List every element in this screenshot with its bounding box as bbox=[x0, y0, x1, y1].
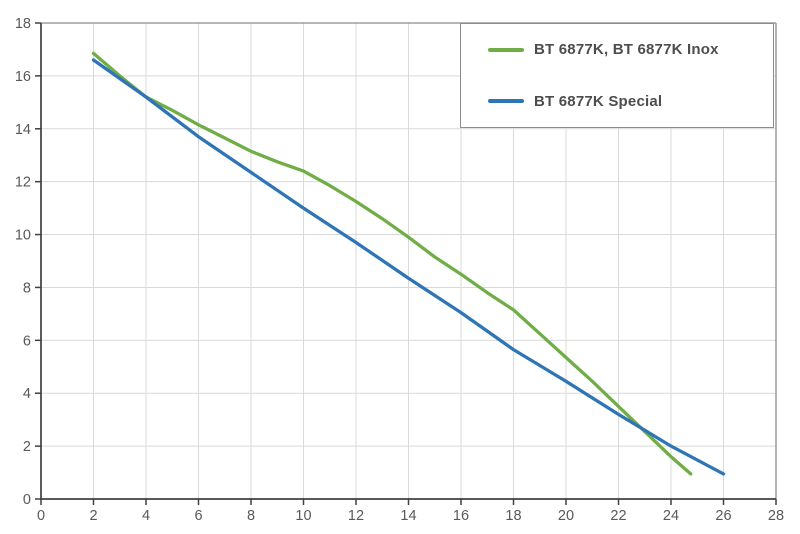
x-tick-label: 16 bbox=[453, 508, 469, 524]
x-tick-label: 8 bbox=[247, 508, 255, 524]
x-tick-label: 24 bbox=[663, 508, 679, 524]
y-tick-label: 18 bbox=[15, 16, 31, 32]
series-line-blue bbox=[91, 58, 726, 476]
x-tick-label: 18 bbox=[505, 508, 521, 524]
x-tick-label: 26 bbox=[715, 508, 731, 524]
x-tick-label: 0 bbox=[37, 508, 45, 524]
y-tick-label: 10 bbox=[15, 228, 31, 244]
legend-line-sample-green bbox=[488, 47, 524, 52]
y-tick-label: 2 bbox=[23, 439, 31, 455]
series-line-green bbox=[91, 51, 693, 476]
x-tick-label: 22 bbox=[610, 508, 626, 524]
y-tick-label: 16 bbox=[15, 69, 31, 85]
x-tick-label: 10 bbox=[295, 508, 311, 524]
y-tick-label: 12 bbox=[15, 175, 31, 191]
y-tick-label: 0 bbox=[23, 492, 31, 508]
legend-item-bt6877k-special: BT 6877K Special bbox=[488, 93, 773, 110]
y-tick-label: 4 bbox=[23, 386, 31, 402]
chart-legend: BT 6877K, BT 6877K Inox BT 6877K Special bbox=[460, 23, 774, 128]
x-tick-label: 2 bbox=[89, 508, 97, 524]
legend-item-bt6877k-inox: BT 6877K, BT 6877K Inox bbox=[488, 41, 773, 58]
y-tick-label: 6 bbox=[23, 333, 31, 349]
x-tick-label: 4 bbox=[142, 508, 150, 524]
x-tick-label: 6 bbox=[194, 508, 202, 524]
legend-label-bt6877k-special: BT 6877K Special bbox=[534, 92, 663, 110]
legend-line-sample-blue bbox=[488, 99, 524, 104]
y-tick-label: 8 bbox=[23, 280, 31, 296]
y-tick-label: 14 bbox=[15, 122, 31, 138]
legend-label-bt6877k-inox: BT 6877K, BT 6877K Inox bbox=[534, 41, 719, 59]
x-tick-label: 12 bbox=[348, 508, 364, 524]
x-tick-label: 28 bbox=[768, 508, 784, 524]
x-tick-label: 14 bbox=[400, 508, 416, 524]
x-tick-label: 20 bbox=[558, 508, 574, 524]
